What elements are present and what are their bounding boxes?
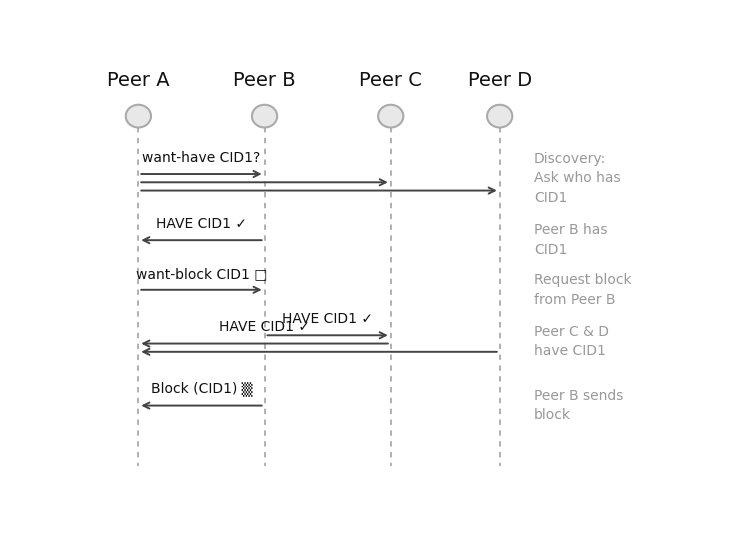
Ellipse shape — [126, 105, 151, 127]
Ellipse shape — [487, 105, 512, 127]
Text: want-have CID1?: want-have CID1? — [142, 151, 260, 165]
Text: Block (CID1) ▒: Block (CID1) ▒ — [151, 382, 252, 396]
Text: Peer C & D
have CID1: Peer C & D have CID1 — [534, 325, 609, 358]
Text: HAVE CID1 ✓: HAVE CID1 ✓ — [219, 321, 310, 335]
Text: Peer A: Peer A — [107, 71, 169, 90]
Text: Peer D: Peer D — [468, 71, 532, 90]
Ellipse shape — [252, 105, 278, 127]
Text: Peer B has
CID1: Peer B has CID1 — [534, 223, 608, 257]
Text: Request block
from Peer B: Request block from Peer B — [534, 273, 632, 307]
Text: HAVE CID1 ✓: HAVE CID1 ✓ — [156, 217, 247, 231]
Ellipse shape — [378, 105, 403, 127]
Text: Discovery:
Ask who has
CID1: Discovery: Ask who has CID1 — [534, 151, 621, 205]
Text: want-block CID1 □: want-block CID1 □ — [135, 267, 267, 281]
Text: Peer B: Peer B — [233, 71, 296, 90]
Text: Peer B sends
block: Peer B sends block — [534, 389, 624, 422]
Text: HAVE CID1 ✓: HAVE CID1 ✓ — [282, 312, 373, 326]
Text: Peer C: Peer C — [360, 71, 422, 90]
